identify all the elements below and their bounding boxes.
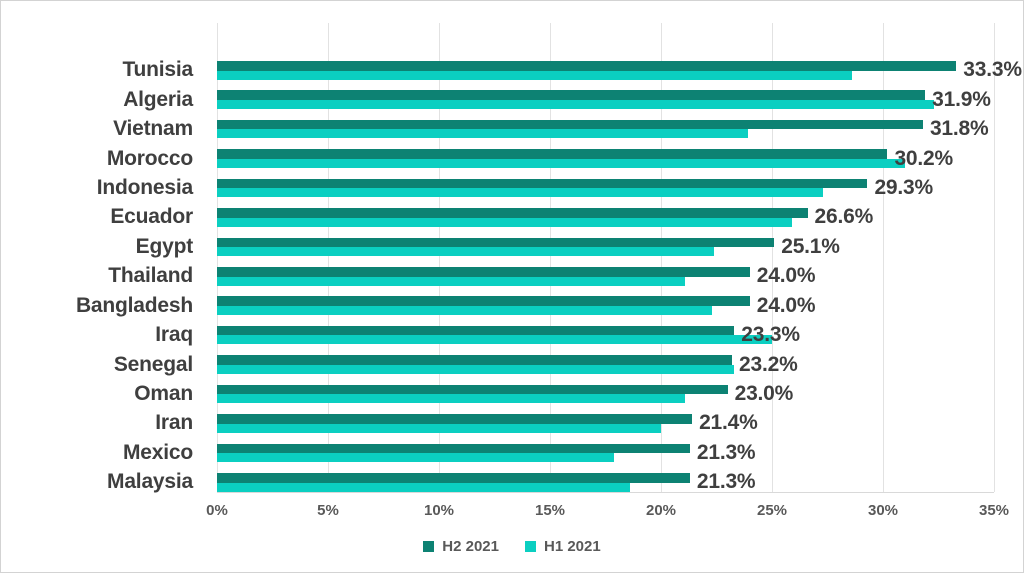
bar-h2-2021-mexico [217,443,690,454]
bar-h1-2021-ecuador [217,217,792,227]
legend-item-h1-2021: H1 2021 [525,538,601,555]
category-axis: Tunisia Algeria Vietnam Morocco Indonesia Ecu… [1,1,205,521]
gridline-10 [439,23,440,492]
bar-h1-2021-senegal [217,364,735,374]
bar-h2-2021-egypt [217,237,775,248]
bar-h2-2021-ecuador [217,208,808,218]
bar-h1-2021-egypt [217,247,715,257]
data-label-algeria: 31.9% [932,87,991,111]
bar-h1-2021-algeria [217,99,935,109]
bar-h1-2021-oman [217,394,686,404]
category-label-mexico: Mexico [123,440,193,464]
category-label-ecuador: Ecuador [110,205,193,229]
legend-swatch-icon [423,541,435,552]
category-label-iran: Iran [155,411,193,435]
bar-h2-2021-tunisia [217,61,957,71]
data-label-morocco: 30.2% [894,146,953,170]
bar-h1-2021-thailand [217,276,686,286]
bar-h2-2021-vietnam [217,119,923,130]
x-tick-35: 35% [978,502,1010,519]
bar-h2-2021-iran [217,414,693,424]
category-label-algeria: Algeria [123,87,193,111]
data-label-mexico: 21.3% [696,440,756,464]
x-tick-25: 25% [756,502,788,519]
bar-h1-2021-mexico [217,453,615,463]
gridline-30 [883,23,884,492]
gridline-35 [994,23,995,492]
bar-h2-2021-algeria [217,90,926,100]
gridline-25 [772,23,773,492]
gridline-20 [661,23,662,492]
bar-h2-2021-malaysia [217,473,690,483]
category-label-malaysia: Malaysia [107,470,193,494]
gridline-5 [328,23,329,492]
bar-h1-2021-indonesia [217,188,824,198]
data-label-bangladesh: 24.0% [756,293,816,317]
category-label-indonesia: Indonesia [96,175,193,199]
legend-label: H2 2021 [442,538,499,555]
bar-h1-2021-iraq [217,335,772,345]
gridline-15 [550,23,551,492]
bar-h1-2021-tunisia [217,70,852,80]
category-label-iraq: Iraq [155,323,193,347]
bar-h2-2021-thailand [217,267,750,277]
bar-h1-2021-vietnam [217,129,748,139]
data-label-iraq: 23.3% [741,323,800,347]
data-label-vietnam: 31.8% [929,117,989,141]
bar-h2-2021-iraq [217,325,735,336]
category-label-vietnam: Vietnam [113,117,193,141]
x-tick-10: 10% [423,502,455,519]
data-label-malaysia: 21.3% [696,470,756,494]
data-label-tunisia: 33.3% [963,58,1022,82]
data-label-indonesia: 29.3% [874,175,933,199]
category-label-thailand: Thailand [108,264,193,288]
category-label-egypt: Egypt [135,234,194,258]
bar-h2-2021-senegal [217,355,733,365]
category-label-bangladesh: Bangladesh [75,293,193,317]
x-tick-20: 20% [645,502,677,519]
bar-h2-2021-bangladesh [217,296,750,306]
legend-label: H1 2021 [544,538,601,555]
bar-h2-2021-indonesia [217,178,868,189]
bar-h1-2021-malaysia [217,482,630,492]
category-label-senegal: Senegal [113,352,193,376]
bar-h1-2021-bangladesh [217,305,713,315]
data-label-oman: 23.0% [734,381,794,405]
x-tick-30: 30% [867,502,899,519]
plot-area: 33.3% 31.9% 31.8% 30.2% 29.3% 26.6% 25.1% 24.0%… [217,23,1022,494]
x-tick-0: 0% [206,502,228,519]
bar-h2-2021-oman [217,384,728,395]
data-label-senegal: 23.2% [739,352,798,376]
legend-item-h2-2021: H2 2021 [423,538,499,555]
category-label-oman: Oman [134,381,193,405]
gridline-0 [217,23,218,492]
data-label-egypt: 25.1% [781,234,840,258]
value-axis: 0% 5% 10% 15% 20% 25% 30% 35% [1,502,1023,524]
data-label-iran: 21.4% [699,411,758,435]
legend-swatch-icon [525,541,536,552]
category-label-tunisia: Tunisia [122,58,193,82]
bar-h2-2021-morocco [217,149,888,159]
x-tick-15: 15% [534,502,566,519]
x-tick-5: 5% [317,502,339,519]
bar-h1-2021-morocco [217,158,906,168]
category-label-morocco: Morocco [106,146,193,170]
bar-h1-2021-iran [217,423,661,433]
data-label-thailand: 24.0% [756,264,816,288]
legend: H2 2021 H1 2021 [1,538,1023,555]
data-label-ecuador: 26.6% [814,205,874,229]
